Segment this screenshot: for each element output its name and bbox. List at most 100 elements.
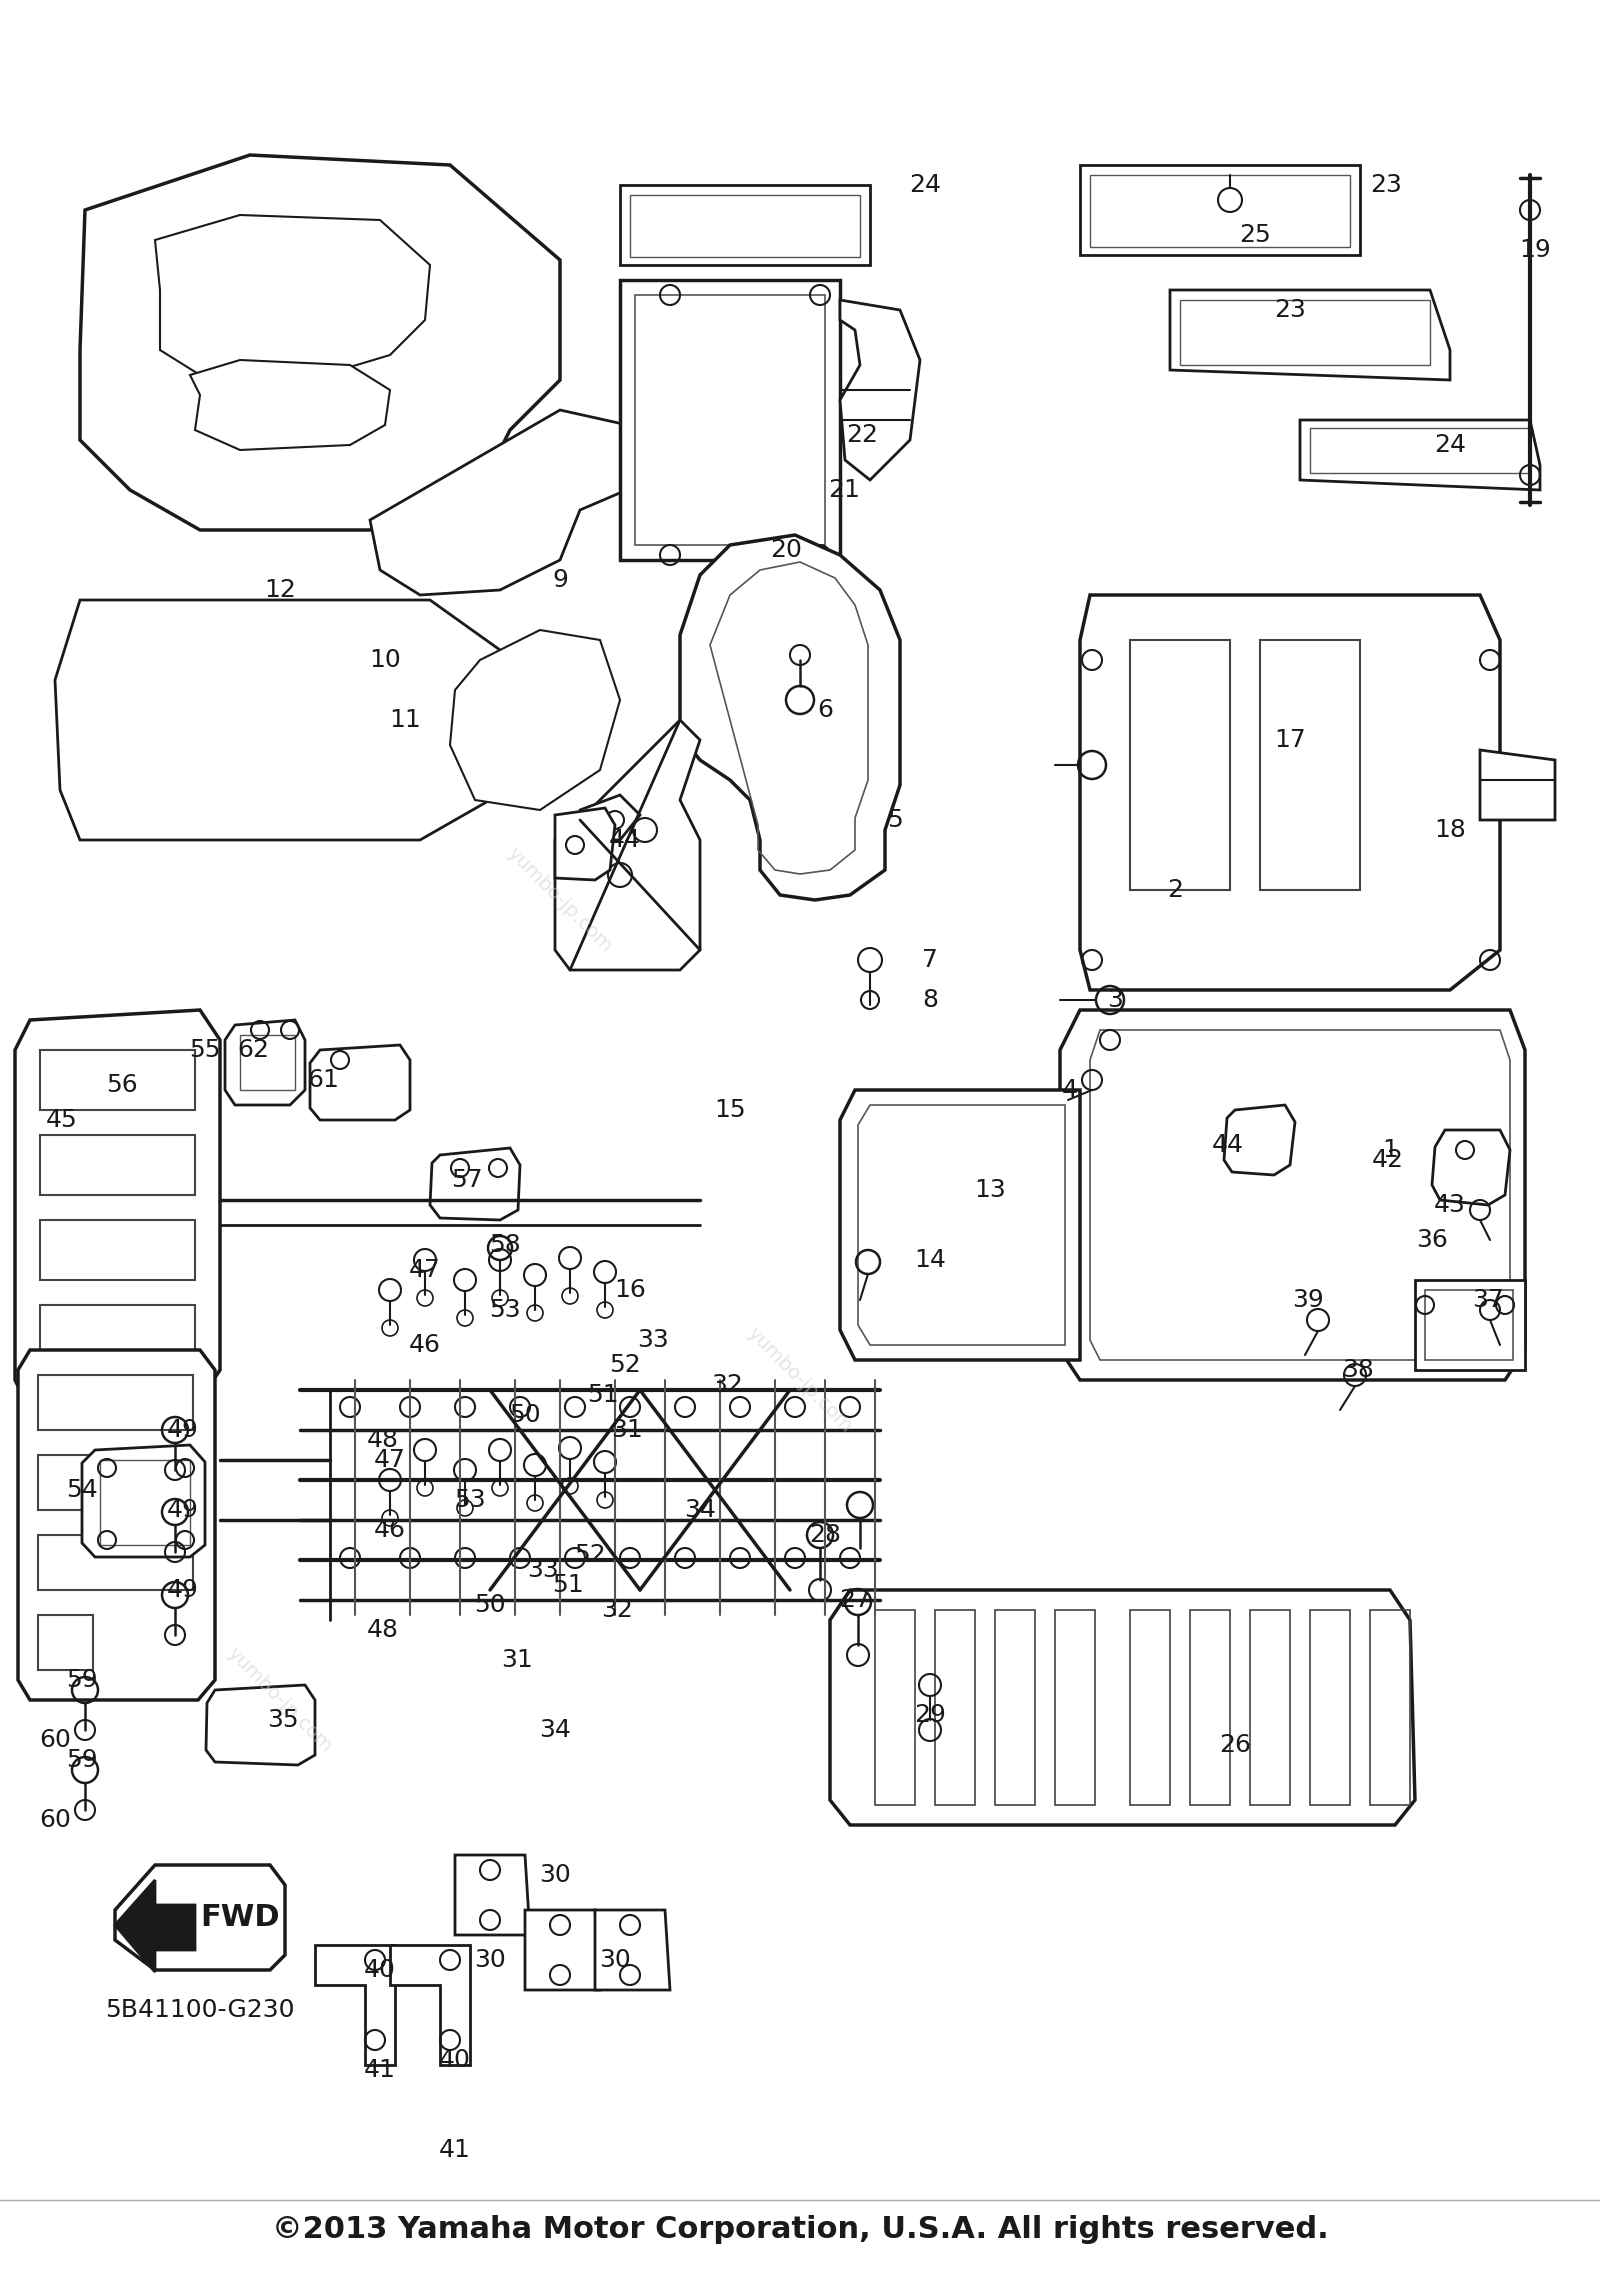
Bar — [875, 1610, 915, 1806]
Bar — [1190, 1610, 1230, 1806]
Polygon shape — [1432, 1129, 1510, 1205]
Text: 36: 36 — [1416, 1227, 1448, 1252]
Polygon shape — [390, 1945, 470, 2065]
Polygon shape — [450, 631, 621, 811]
Text: 2: 2 — [1166, 879, 1182, 902]
Text: 7: 7 — [922, 947, 938, 972]
Text: 39: 39 — [1293, 1289, 1323, 1312]
Text: 15: 15 — [714, 1098, 746, 1123]
Text: 22: 22 — [846, 424, 878, 446]
Bar — [934, 1610, 974, 1806]
Text: 59: 59 — [66, 1749, 98, 1772]
Text: 51: 51 — [587, 1382, 619, 1407]
Polygon shape — [54, 601, 520, 840]
Bar — [40, 1305, 195, 1364]
Text: 35: 35 — [267, 1708, 299, 1733]
Bar — [1130, 640, 1230, 890]
Text: 49: 49 — [166, 1419, 198, 1441]
Text: 32: 32 — [602, 1598, 634, 1621]
Polygon shape — [115, 1865, 285, 1970]
Polygon shape — [1480, 749, 1555, 820]
Text: 46: 46 — [410, 1332, 442, 1357]
Polygon shape — [80, 155, 560, 531]
Text: 54: 54 — [66, 1478, 98, 1503]
Bar — [1426, 1291, 1514, 1359]
Text: 13: 13 — [974, 1177, 1006, 1202]
Bar — [1310, 1610, 1350, 1806]
Text: 43: 43 — [1434, 1193, 1466, 1216]
Text: 60: 60 — [38, 1728, 70, 1751]
Text: 46: 46 — [374, 1519, 406, 1542]
Text: 58: 58 — [490, 1234, 522, 1257]
Text: 52: 52 — [610, 1353, 642, 1378]
Bar — [1250, 1610, 1290, 1806]
Polygon shape — [226, 1020, 306, 1104]
Polygon shape — [1080, 164, 1360, 255]
Polygon shape — [830, 1589, 1414, 1824]
Bar — [1370, 1610, 1410, 1806]
Text: 50: 50 — [509, 1403, 541, 1428]
Text: 33: 33 — [526, 1557, 558, 1583]
Text: 52: 52 — [574, 1544, 606, 1567]
Polygon shape — [621, 184, 870, 264]
Bar — [38, 1535, 194, 1589]
Text: 44: 44 — [610, 829, 642, 852]
Bar — [40, 1050, 195, 1109]
Text: 31: 31 — [611, 1419, 643, 1441]
Text: 17: 17 — [1274, 729, 1306, 751]
Bar — [1310, 428, 1530, 474]
Text: 24: 24 — [1434, 433, 1466, 458]
Text: FWD: FWD — [200, 1904, 280, 1933]
Text: 45: 45 — [46, 1109, 78, 1132]
Text: 53: 53 — [454, 1487, 486, 1512]
Text: 10: 10 — [370, 649, 402, 672]
Text: 55: 55 — [189, 1038, 221, 1061]
Polygon shape — [1299, 419, 1539, 490]
Text: 4: 4 — [1062, 1077, 1078, 1102]
Text: 21: 21 — [829, 478, 859, 501]
Text: 48: 48 — [366, 1619, 398, 1642]
Text: yumbo-jp.com: yumbo-jp.com — [504, 845, 616, 956]
Polygon shape — [595, 1910, 670, 1990]
Text: yumbo-jp.com: yumbo-jp.com — [224, 1644, 336, 1756]
Bar — [240, 1036, 294, 1091]
Polygon shape — [190, 360, 390, 451]
Bar — [38, 1455, 194, 1510]
Text: 12: 12 — [264, 578, 296, 601]
Text: 23: 23 — [1274, 298, 1306, 321]
Polygon shape — [555, 808, 614, 879]
Text: 38: 38 — [1342, 1357, 1374, 1382]
Polygon shape — [1224, 1104, 1294, 1175]
Polygon shape — [310, 1045, 410, 1120]
Bar — [1414, 1280, 1525, 1371]
Polygon shape — [115, 1881, 195, 1972]
Text: 44: 44 — [1213, 1134, 1245, 1157]
Text: 19: 19 — [1518, 239, 1550, 262]
Polygon shape — [370, 410, 650, 594]
Text: 41: 41 — [365, 2058, 395, 2081]
Text: 61: 61 — [307, 1068, 339, 1093]
Text: 31: 31 — [501, 1649, 533, 1671]
Polygon shape — [82, 1446, 205, 1557]
Polygon shape — [1170, 289, 1450, 380]
Text: ©2013 Yamaha Motor Corporation, U.S.A. All rights reserved.: ©2013 Yamaha Motor Corporation, U.S.A. A… — [272, 2216, 1328, 2245]
Text: 51: 51 — [552, 1573, 584, 1596]
Text: 9: 9 — [552, 567, 568, 592]
Text: 34: 34 — [685, 1498, 715, 1521]
Text: 41: 41 — [438, 2138, 470, 2161]
Text: 29: 29 — [914, 1703, 946, 1726]
Text: 5B41100-G230: 5B41100-G230 — [106, 1997, 294, 2022]
Text: 49: 49 — [166, 1498, 198, 1521]
Text: 14: 14 — [914, 1248, 946, 1273]
Bar — [40, 1134, 195, 1195]
Text: 47: 47 — [410, 1257, 442, 1282]
Bar — [38, 1614, 93, 1669]
Bar — [635, 296, 826, 544]
Text: 53: 53 — [490, 1298, 522, 1323]
Polygon shape — [155, 214, 430, 376]
Polygon shape — [555, 720, 701, 970]
Text: 27: 27 — [838, 1587, 870, 1612]
Text: 56: 56 — [106, 1072, 138, 1098]
Text: 37: 37 — [1472, 1289, 1504, 1312]
Text: 33: 33 — [637, 1327, 669, 1353]
